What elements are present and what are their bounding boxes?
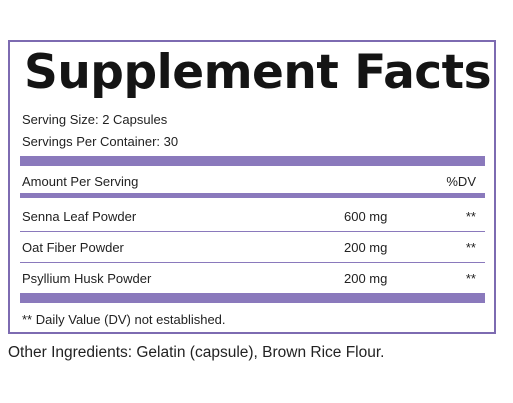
amount-per-serving-header: Amount Per Serving — [22, 174, 139, 189]
thick-divider-top — [20, 156, 485, 166]
ingredient-amount: 200 mg — [344, 271, 388, 286]
supplement-facts-panel: Supplement Facts Serving Size: 2 Capsule… — [8, 40, 496, 334]
other-ingredients: Other Ingredients: Gelatin (capsule), Br… — [8, 344, 385, 361]
row-divider — [20, 262, 485, 263]
label-title: Supplement Facts — [24, 45, 492, 100]
thick-divider-bottom — [20, 293, 485, 303]
ingredient-dv: ** — [465, 209, 476, 224]
ingredient-name: Senna Leaf Powder — [22, 209, 137, 224]
ingredient-name: Psyllium Husk Powder — [22, 271, 152, 286]
ingredient-dv: ** — [465, 271, 476, 286]
ingredient-amount: 600 mg — [344, 209, 388, 224]
dv-header: %DV — [446, 174, 476, 189]
servings-per-container: Servings Per Container: 30 — [22, 134, 179, 149]
ingredient-dv: ** — [465, 240, 476, 255]
row-divider — [20, 231, 485, 232]
medium-divider — [20, 193, 485, 198]
serving-size: Serving Size: 2 Capsules — [22, 112, 168, 127]
footnote: ** Daily Value (DV) not established. — [22, 312, 226, 327]
ingredient-amount: 200 mg — [344, 240, 388, 255]
ingredient-name: Oat Fiber Powder — [22, 240, 124, 255]
